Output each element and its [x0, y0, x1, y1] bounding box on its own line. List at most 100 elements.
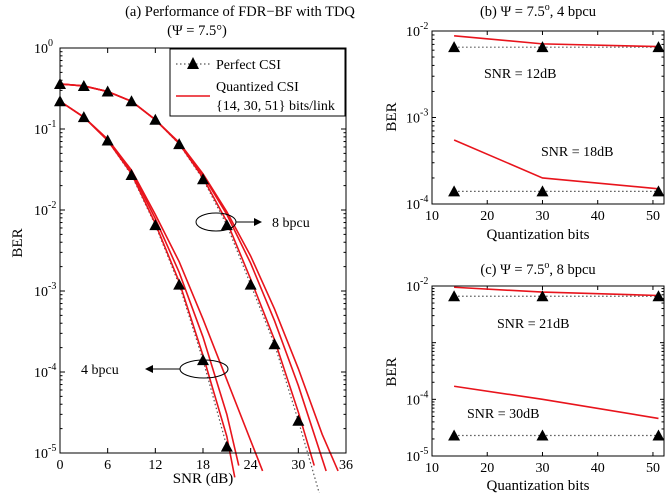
perfect-csi-line	[59, 100, 228, 447]
x-tick-label: 18	[196, 458, 210, 473]
panel-a: (a) Performance of FDR−BF with TDQ (Ψ = …	[10, 4, 355, 493]
perfect-csi-marker	[536, 185, 549, 197]
y-tick-label: 10-2	[406, 21, 428, 40]
x-tick-label: 50	[646, 461, 660, 476]
panel-a-series	[54, 77, 339, 493]
legend: Perfect CSI Quantized CSI {14, 30, 51} b…	[169, 48, 346, 117]
y-tick-label: 10-4	[406, 389, 428, 408]
panel-b-xlabel: Quantization bits	[487, 227, 590, 243]
perfect-csi-marker	[244, 278, 257, 290]
quantized-csi-line	[59, 100, 240, 466]
perfect-csi-marker	[448, 290, 461, 302]
panel-a-title-line-2: (Ψ = 7.5°)	[167, 23, 227, 39]
y-tick-label: 10-5	[406, 446, 428, 465]
panel-a-ylabel: BER	[10, 228, 26, 257]
x-tick-label: 20	[480, 461, 494, 476]
annotation-4bpcu-label: 4 bpcu	[81, 363, 119, 378]
panel-b-series	[448, 35, 665, 197]
x-tick-label: 30	[291, 458, 305, 473]
perfect-csi-marker	[77, 111, 90, 123]
quantized-csi-line	[59, 100, 264, 472]
perfect-csi-marker	[220, 219, 233, 231]
quantized-csi-line	[59, 83, 327, 472]
perfect-csi-marker	[652, 185, 665, 197]
y-tick-label: 10-2	[34, 200, 56, 219]
panel-c: (c) Ψ = 7.5o, 8 bpcu Quantization bits B…	[384, 260, 665, 493]
quantized-csi-line	[454, 35, 659, 48]
quantized-csi-line	[454, 286, 659, 297]
quantized-csi-line	[453, 139, 659, 190]
y-tick-label: 10-5	[34, 443, 56, 462]
x-tick-label: 30	[535, 461, 549, 476]
panel-b: (b) Ψ = 7.5o, 4 bpcu Quantization bits B…	[384, 2, 665, 243]
panel-a-axes: 0 6 12 18 24 30 36 100 10-1 10-2 10-3 10-4 10-5	[34, 38, 353, 473]
perfect-csi-marker	[173, 278, 186, 290]
perfect-csi-marker	[101, 85, 114, 97]
x-tick-label: 40	[591, 209, 605, 224]
y-tick-label: 10-1	[34, 119, 56, 138]
annotation-8bpcu-arrowhead	[254, 218, 262, 226]
perfect-csi-marker	[125, 95, 138, 107]
annotation-4bpcu: 4 bpcu	[81, 359, 229, 379]
x-tick-label: 30	[535, 209, 549, 224]
annotation-4bpcu-arrowhead	[145, 365, 153, 373]
annotation-8bpcu: 8 bpcu	[195, 212, 310, 232]
perfect-csi-marker	[77, 79, 90, 91]
perfect-csi-marker	[292, 414, 305, 426]
perfect-csi-marker	[220, 440, 233, 452]
panel-c-frame	[431, 285, 665, 457]
quantized-csi-line	[59, 100, 236, 478]
perfect-csi-marker	[536, 290, 549, 302]
y-tick-label: 10-3	[34, 281, 56, 300]
legend-entry-quantized: Quantized CSI	[216, 80, 299, 95]
panel-c-annotation-snr21: SNR = 21dB	[497, 317, 569, 332]
x-tick-label: 6	[104, 458, 111, 473]
panel-c-title: (c) Ψ = 7.5o, 8 bpcu	[480, 260, 595, 278]
panel-a-xlabel: SNR (dB)	[173, 471, 233, 487]
panel-a-frame	[59, 47, 347, 454]
y-tick-label: 10-4	[406, 194, 428, 213]
perfect-csi-marker	[536, 41, 549, 53]
panel-b-annotation-snr12: SNR = 12dB	[484, 67, 556, 82]
perfect-csi-marker	[652, 429, 665, 441]
legend-entry-perfect: Perfect CSI	[216, 58, 281, 73]
panel-a-title-line-1: (a) Performance of FDR−BF with TDQ	[125, 4, 355, 20]
x-tick-label: 0	[57, 458, 64, 473]
panel-b-axes: 10 20 30 40 50 10-2 10-3 10-4	[406, 21, 664, 224]
x-tick-label: 36	[339, 458, 353, 473]
perfect-csi-marker	[448, 185, 461, 197]
panel-b-frame	[431, 30, 665, 205]
perfect-csi-marker	[652, 41, 665, 53]
panel-c-series	[448, 286, 665, 441]
perfect-csi-marker	[101, 134, 114, 146]
perfect-csi-marker	[536, 429, 549, 441]
perfect-csi-marker	[268, 338, 281, 350]
panel-c-axes: 10 20 30 40 50 10-2 10-4 10-5	[406, 276, 664, 476]
x-tick-label: 10	[425, 209, 439, 224]
y-tick-label: 10-4	[34, 362, 56, 381]
panel-c-ylabel: BER	[384, 357, 400, 386]
y-tick-label: 10-2	[406, 276, 428, 295]
legend-entry-bits: {14, 30, 51} bits/link	[216, 99, 335, 114]
quantized-csi-line	[453, 385, 659, 420]
perfect-csi-marker	[149, 113, 162, 125]
annotation-8bpcu-label: 8 bpcu	[272, 216, 310, 231]
perfect-csi-marker	[652, 290, 665, 302]
perfect-csi-marker	[448, 429, 461, 441]
panel-b-title: (b) Ψ = 7.5o, 4 bpcu	[480, 2, 596, 20]
perfect-csi-marker	[197, 173, 209, 185]
x-tick-label: 20	[480, 209, 494, 224]
panel-b-ylabel: BER	[384, 102, 400, 131]
x-tick-label: 12	[148, 458, 162, 473]
panel-c-xlabel: Quantization bits	[487, 478, 590, 493]
y-tick-label: 10-3	[406, 108, 428, 127]
perfect-csi-marker	[448, 41, 461, 53]
x-tick-label: 50	[646, 209, 660, 224]
perfect-csi-marker	[149, 219, 162, 231]
y-tick-label: 100	[34, 38, 53, 57]
x-tick-label: 10	[425, 461, 439, 476]
x-tick-label: 24	[244, 458, 258, 473]
x-tick-label: 40	[591, 461, 605, 476]
quantized-csi-line	[59, 83, 315, 466]
